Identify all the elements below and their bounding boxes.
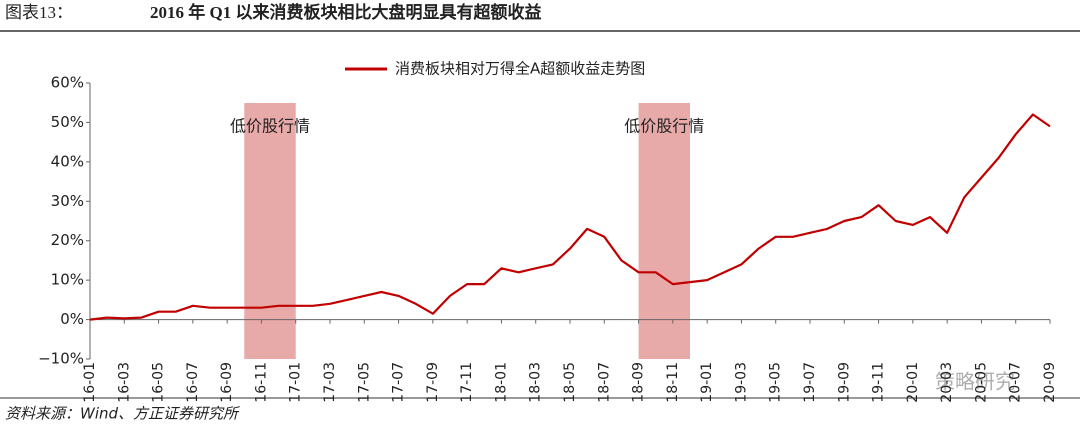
x-tick-label: 16-03 <box>116 362 132 403</box>
shaded-label: 低价股行情 <box>624 117 704 136</box>
y-tick-label: 40% <box>51 152 84 170</box>
x-tick-label: 18-11 <box>665 362 681 403</box>
y-tick-label: 50% <box>51 113 84 131</box>
watermark: 策略研究 <box>935 370 1015 394</box>
x-tick-label: 20-01 <box>905 362 921 403</box>
legend-label: 消费板块相对万得全A超额收益走势图 <box>395 60 645 78</box>
x-tick-label: 20-09 <box>1042 362 1058 403</box>
x-tick-label: 20-03 <box>939 362 955 403</box>
x-tick-label: 19-11 <box>871 362 887 403</box>
x-tick-label: 19-03 <box>733 362 749 403</box>
x-tick-label: 17-07 <box>391 362 407 403</box>
x-tick-label: 16-07 <box>185 362 201 403</box>
x-tick-label: 16-11 <box>253 362 269 403</box>
shaded-region <box>638 103 690 359</box>
x-tick-label: 16-01 <box>82 362 98 403</box>
x-tick-label: 18-03 <box>528 362 544 403</box>
y-tick-label: 60% <box>51 74 84 92</box>
y-tick-label: 20% <box>51 231 84 249</box>
x-tick-label: 17-11 <box>459 362 475 403</box>
y-tick-label: −10% <box>38 350 84 368</box>
x-tick-label: 18-07 <box>596 362 612 403</box>
x-tick-label: 17-05 <box>356 362 372 403</box>
source: 资料来源：Wind、方正证券研究所 <box>5 405 240 423</box>
y-tick-label: 10% <box>51 271 84 289</box>
page-title: 2016 年 Q1 以来消费板块相比大盘明显具有超额收益 <box>150 2 541 22</box>
x-tick-label: 17-09 <box>425 362 441 403</box>
shaded-region <box>244 103 296 359</box>
x-tick-label: 16-05 <box>151 362 167 403</box>
series-line <box>89 113 1051 321</box>
shaded-label: 低价股行情 <box>230 117 310 136</box>
y-tick-label: 30% <box>51 192 84 210</box>
x-tick-label: 18-01 <box>493 362 509 403</box>
x-tick-label: 19-09 <box>836 362 852 403</box>
x-tick-label: 17-03 <box>322 362 338 403</box>
figure-label: 图表13： <box>5 3 73 22</box>
x-tick-label: 18-09 <box>631 362 647 403</box>
x-tick-label: 19-01 <box>699 362 715 403</box>
plot: 低价股行情 低价股行情 −10% 0% 10% 20% 30% 40% 50% 60% 16-01 1… <box>38 74 1058 403</box>
x-tick-label: 19-05 <box>768 362 784 403</box>
x-tick-label: 19-07 <box>802 362 818 403</box>
x-tick-label: 17-01 <box>288 362 304 403</box>
x-tick-label: 16-09 <box>219 362 235 403</box>
x-tick-label: 18-05 <box>562 362 578 403</box>
y-tick-label: 0% <box>60 310 84 328</box>
x-tick-label: 20-07 <box>1008 362 1024 403</box>
x-tick-label: 20-05 <box>973 362 989 403</box>
